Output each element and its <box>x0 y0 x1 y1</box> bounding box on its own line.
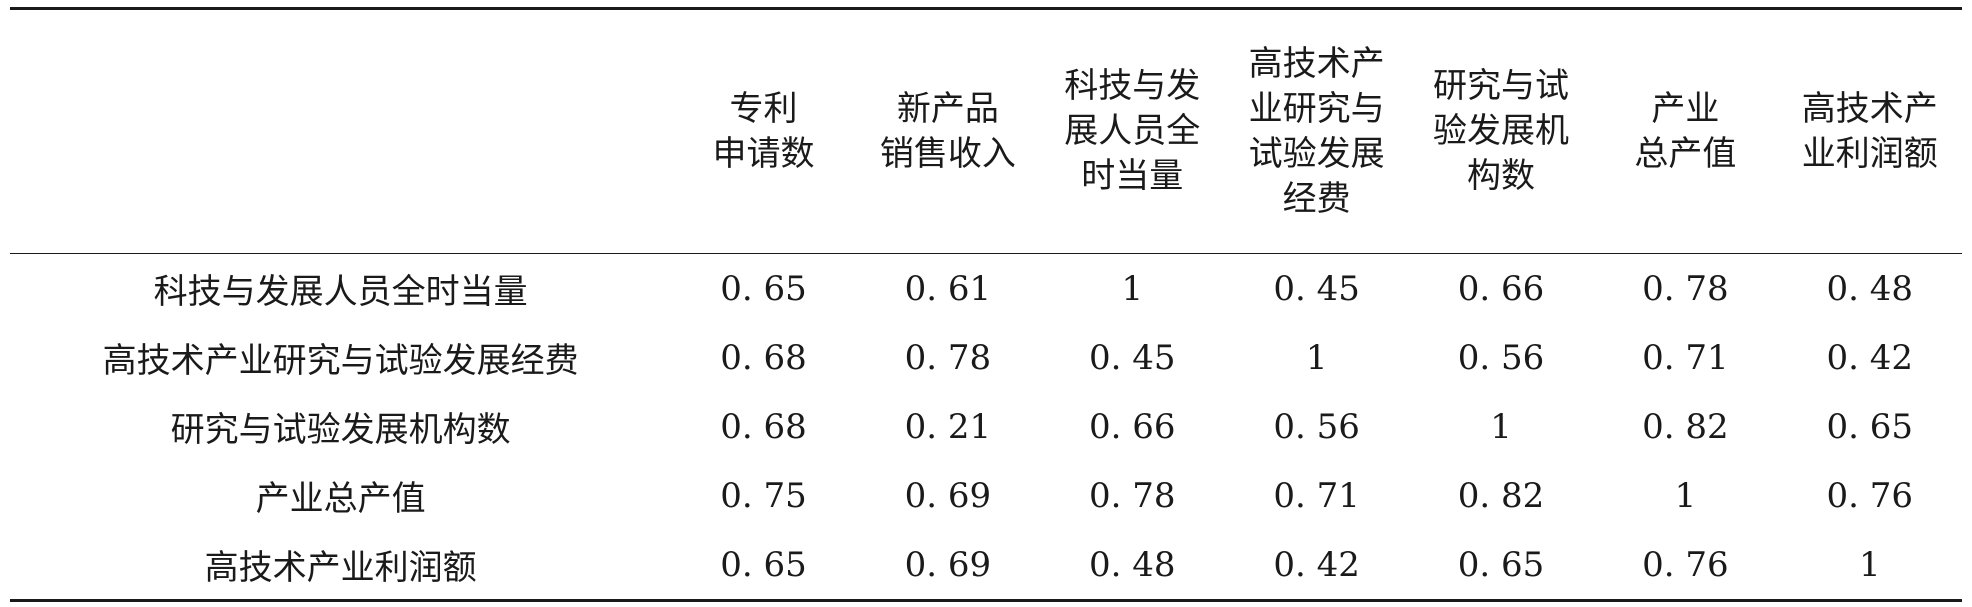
column-header-total-output: 产业 总产值 <box>1593 9 1777 254</box>
header-line: 专利 <box>729 88 798 129</box>
table-cell: 0. 48 <box>1826 268 1914 309</box>
table-cell: 0. 66 <box>1457 268 1545 309</box>
table-row: 高技术产业利润额 0. 65 0. 69 0. 48 0. 42 0. 65 0… <box>10 530 1962 601</box>
header-line: 业研究与 <box>1248 88 1385 129</box>
table-cell: 0. 66 <box>1089 406 1176 447</box>
row-label: 高技术产业研究与试验发展经费 <box>102 341 579 381</box>
table-cell: 1 <box>1490 406 1512 447</box>
table-cell: 0. 69 <box>904 475 992 516</box>
column-header-rd-expenditure: 高技术产 业研究与 试验发展 经费 <box>1224 9 1408 254</box>
table-cell: 0. 75 <box>720 475 807 516</box>
table-cell: 0. 65 <box>1457 544 1545 585</box>
header-line: 展人员全 <box>1064 111 1201 151</box>
header-line: 经费 <box>1282 178 1351 219</box>
header-line: 销售收入 <box>879 133 1016 174</box>
header-line: 总产值 <box>1634 133 1737 174</box>
table-cell: 0. 68 <box>720 337 807 378</box>
header-line: 产业 <box>1651 88 1720 129</box>
table-cell: 0. 65 <box>720 544 807 585</box>
header-line: 高技术产 <box>1801 88 1938 129</box>
table-cell: 0. 78 <box>904 337 992 378</box>
table-cell: 0. 65 <box>720 268 807 309</box>
header-line: 科技与发 <box>1064 66 1201 106</box>
header-line: 构数 <box>1467 156 1536 196</box>
table-cell: 0. 65 <box>1826 406 1914 447</box>
header-row: 专利 申请数 新产品 销售收入 科技与发 展人员全 时当量 高技术产 业研究与 … <box>10 8 1962 254</box>
table-row: 产业总产值 0. 75 0. 69 0. 78 0. 71 0. 82 1 0.… <box>10 461 1962 530</box>
column-header-rd-personnel: 科技与发 展人员全 时当量 <box>1040 9 1224 254</box>
table-cell: 0. 71 <box>1642 337 1729 378</box>
table-cell: 0. 56 <box>1457 337 1545 378</box>
table-cell: 0. 61 <box>904 268 992 309</box>
table-cell: 0. 78 <box>1642 268 1729 309</box>
table-cell: 0. 42 <box>1826 337 1914 378</box>
table-cell: 0. 71 <box>1273 475 1360 516</box>
corner-header <box>10 9 671 254</box>
table-cell: 0. 48 <box>1089 544 1176 585</box>
row-label: 高技术产业利润额 <box>204 548 477 588</box>
row-label: 研究与试验发展机构数 <box>170 410 511 450</box>
table-cell: 1 <box>1305 337 1328 378</box>
header-line: 高技术产 <box>1248 43 1385 84</box>
table-cell: 0. 68 <box>720 406 807 447</box>
column-header-new-product-revenue: 新产品 销售收入 <box>856 9 1040 254</box>
header-line: 试验发展 <box>1248 133 1385 174</box>
row-label: 科技与发展人员全时当量 <box>153 272 528 312</box>
table-cell: 0. 56 <box>1273 406 1360 447</box>
table-cell: 1 <box>1674 475 1697 516</box>
correlation-table: 专利 申请数 新产品 销售收入 科技与发 展人员全 时当量 高技术产 业研究与 … <box>10 7 1962 602</box>
column-header-patent-applications: 专利 申请数 <box>671 9 855 254</box>
column-header-rd-institutions: 研究与试 验发展机 构数 <box>1409 9 1593 254</box>
column-header-profit: 高技术产 业利润额 <box>1778 9 1962 254</box>
header-line: 验发展机 <box>1433 111 1570 151</box>
table-cell: 0. 76 <box>1642 544 1729 585</box>
table-cell: 0. 45 <box>1273 268 1360 309</box>
table-cell: 0. 42 <box>1273 544 1360 585</box>
table-cell: 1 <box>1858 544 1881 585</box>
table-row: 科技与发展人员全时当量 0. 65 0. 61 1 0. 45 0. 66 0.… <box>10 254 1962 324</box>
table-cell: 0. 69 <box>904 544 992 585</box>
table-row: 研究与试验发展机构数 0. 68 0. 21 0. 66 0. 56 1 0. … <box>10 392 1962 461</box>
table-cell: 0. 76 <box>1826 475 1914 516</box>
table-cell: 0. 82 <box>1457 475 1545 516</box>
header-line: 申请数 <box>712 133 815 174</box>
table-cell: 0. 78 <box>1089 475 1176 516</box>
header-line: 新产品 <box>896 88 999 129</box>
table-cell: 0. 21 <box>904 406 992 447</box>
table-cell: 0. 82 <box>1642 406 1729 447</box>
table-row: 高技术产业研究与试验发展经费 0. 68 0. 78 0. 45 1 0. 56… <box>10 323 1962 392</box>
row-label: 产业总产值 <box>255 479 426 519</box>
table-cell: 0. 45 <box>1089 337 1176 378</box>
header-line: 业利润额 <box>1801 133 1938 174</box>
table-cell: 1 <box>1121 268 1144 309</box>
header-line: 时当量 <box>1081 156 1184 196</box>
header-line: 研究与试 <box>1433 66 1570 106</box>
